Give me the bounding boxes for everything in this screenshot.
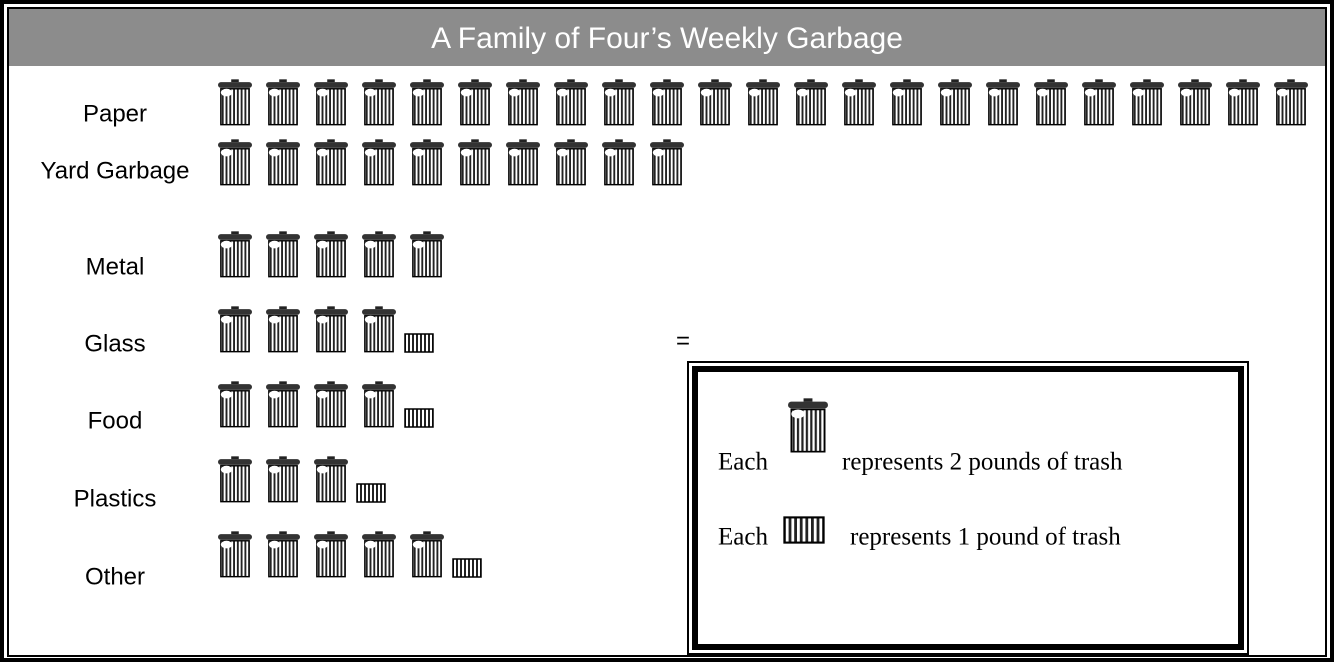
can-icon bbox=[1274, 78, 1308, 126]
category-label: Plastics bbox=[74, 485, 157, 512]
icon-row bbox=[218, 530, 482, 578]
can-icon bbox=[890, 78, 924, 126]
can-icon bbox=[698, 78, 732, 126]
can-icon bbox=[794, 78, 828, 126]
category-label: Glass bbox=[84, 330, 145, 357]
can-icon bbox=[602, 138, 636, 186]
can-icon bbox=[218, 230, 252, 278]
can-icon bbox=[554, 138, 588, 186]
can-icon bbox=[1034, 78, 1068, 126]
can-icon bbox=[314, 380, 348, 428]
category-label: Food bbox=[88, 407, 143, 434]
can-icon bbox=[938, 78, 972, 126]
can-icon bbox=[410, 138, 444, 186]
half-can-icon bbox=[404, 408, 434, 428]
half-can-icon bbox=[356, 483, 386, 503]
can-icon bbox=[266, 138, 300, 186]
can-icon bbox=[506, 78, 540, 126]
can-icon bbox=[458, 78, 492, 126]
can-icon bbox=[1130, 78, 1164, 126]
can-icon bbox=[410, 78, 444, 126]
can-icon bbox=[1082, 78, 1116, 126]
can-icon bbox=[602, 78, 636, 126]
legend-icon bbox=[788, 396, 828, 454]
icon-row bbox=[218, 138, 684, 186]
annotation: = bbox=[676, 327, 690, 354]
can-icon bbox=[266, 305, 300, 353]
can-icon bbox=[842, 78, 876, 126]
can-icon bbox=[458, 138, 492, 186]
can-icon bbox=[1178, 78, 1212, 126]
legend-box-inner bbox=[692, 366, 1244, 650]
can-icon bbox=[362, 230, 396, 278]
legend-label: represents 1 pound of trash bbox=[850, 524, 1121, 551]
icon-row bbox=[218, 78, 1308, 126]
can-icon bbox=[266, 530, 300, 578]
can-icon bbox=[314, 230, 348, 278]
half-can-icon bbox=[452, 558, 482, 578]
can-icon bbox=[314, 78, 348, 126]
category-label: Paper bbox=[83, 100, 147, 127]
can-icon bbox=[314, 530, 348, 578]
can-icon bbox=[218, 78, 252, 126]
icon-row bbox=[218, 455, 386, 503]
frame-inner bbox=[7, 7, 1327, 657]
can-icon bbox=[362, 380, 396, 428]
legend-prefix: Each bbox=[718, 449, 768, 476]
can-icon bbox=[506, 138, 540, 186]
can-icon bbox=[746, 78, 780, 126]
legend-label: represents 2 pounds of trash bbox=[842, 449, 1123, 476]
can-icon bbox=[362, 78, 396, 126]
can-icon bbox=[650, 78, 684, 126]
can-icon bbox=[314, 305, 348, 353]
can-icon bbox=[650, 138, 684, 186]
can-icon bbox=[218, 138, 252, 186]
legend-box bbox=[687, 361, 1249, 655]
title-bar bbox=[9, 9, 1325, 66]
category-label: Metal bbox=[86, 253, 145, 280]
chart-title: A Family of Four’s Weekly Garbage bbox=[431, 22, 903, 55]
can-icon bbox=[314, 138, 348, 186]
can-icon bbox=[266, 230, 300, 278]
can-icon bbox=[362, 530, 396, 578]
can-icon bbox=[986, 78, 1020, 126]
half-can-icon bbox=[404, 333, 434, 353]
icon-row bbox=[218, 380, 434, 428]
category-label: Yard Garbage bbox=[41, 157, 190, 184]
can-icon bbox=[362, 138, 396, 186]
icon-row bbox=[218, 305, 434, 353]
icon-row bbox=[218, 230, 444, 278]
can-icon bbox=[410, 530, 444, 578]
can-icon bbox=[266, 78, 300, 126]
can-icon bbox=[218, 305, 252, 353]
can-icon bbox=[266, 380, 300, 428]
can-icon bbox=[218, 530, 252, 578]
can-icon bbox=[218, 455, 252, 503]
can-icon bbox=[314, 455, 348, 503]
can-icon bbox=[1226, 78, 1260, 126]
legend-prefix: Each bbox=[718, 524, 768, 551]
can-icon bbox=[554, 78, 588, 126]
legend-icon bbox=[783, 516, 825, 544]
can-icon bbox=[410, 230, 444, 278]
can-icon bbox=[362, 305, 396, 353]
can-icon bbox=[266, 455, 300, 503]
can-icon bbox=[218, 380, 252, 428]
category-label: Other bbox=[85, 563, 145, 590]
